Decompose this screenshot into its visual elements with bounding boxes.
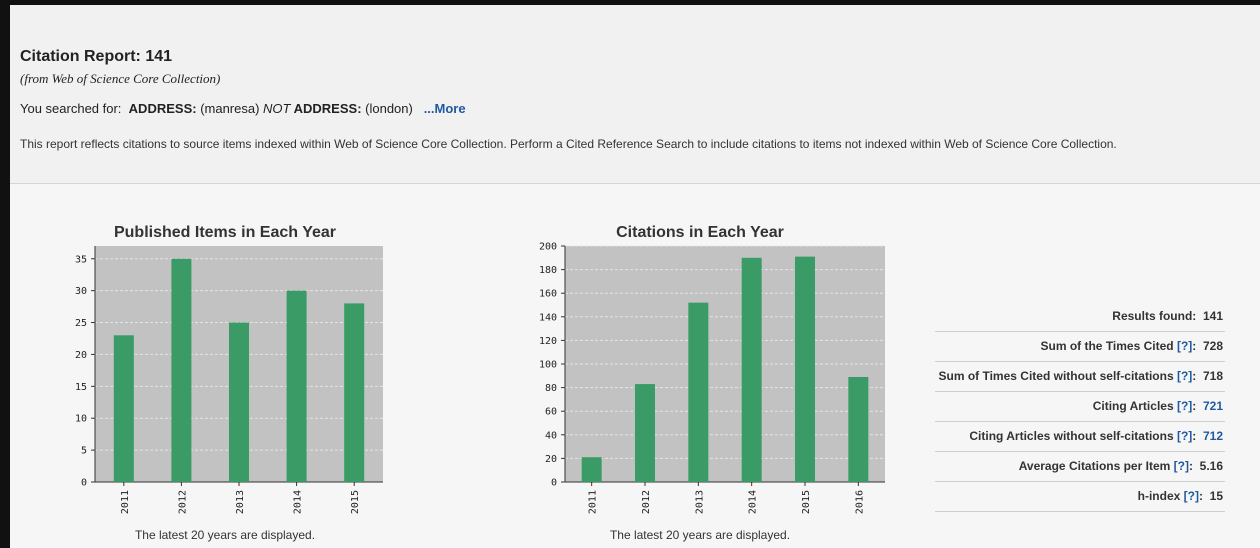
bar-2011[interactable] [113,335,134,482]
x-tick-label: 2012 [177,490,188,514]
stat-row: Sum of the Times Cited [?]: 728 [935,332,1225,362]
stats-panel: Results found: 141 Sum of the Times Cited… [935,302,1225,512]
y-tick-label: 140 [539,312,557,323]
help-link[interactable]: [?] [1183,489,1199,503]
stat-row: Sum of Times Cited without self-citation… [935,362,1225,392]
search-summary: You searched for: ADDRESS: (manresa) NOT… [20,101,466,116]
page-title: Citation Report: 141 [20,48,173,65]
x-tick-label: 2014 [748,490,759,514]
stat-value: 141 [1202,309,1223,323]
y-tick-label: 15 [75,382,87,393]
published-items-chart: 0 5 10 15 20 25 30 35 2011 2012 2013 2014 2015 [75,246,383,514]
stat-label: Results found: [1112,309,1197,323]
bar-2014[interactable] [286,290,307,482]
stat-row: Citing Articles without self-citations [… [935,422,1225,452]
y-tick-label: 10 [75,414,87,425]
y-tick-label: 25 [75,318,87,329]
stat-row: Average Citations per Item [?]: 5.16 [935,452,1225,482]
help-link[interactable]: [?] [1176,429,1193,443]
bar-2011[interactable] [581,457,602,482]
bar-2012[interactable] [635,384,655,482]
help-link[interactable]: [?] [1176,339,1193,353]
bar-2014[interactable] [741,257,762,482]
bar-2013[interactable] [229,322,249,482]
y-tick-label: 60 [545,407,557,418]
y-tick-label: 120 [539,336,557,347]
stat-row: Citing Articles [?]: 721 [935,392,1225,422]
query-field-1: ADDRESS: [128,101,197,116]
y-tick-label: 0 [81,478,87,489]
query-value-1: (manresa) [196,101,264,116]
report-body: Published Items in Each Year 0 5 10 15 20 25 3… [10,184,1260,548]
report-header: Citation Report: 141 (from Web of Scienc… [10,5,1260,184]
y-tick-label: 160 [539,289,557,300]
y-tick-label: 5 [81,446,87,457]
stat-value: 15 [1209,489,1223,503]
searched-prefix: You searched for: [20,101,122,116]
help-link[interactable]: [?] [1176,399,1193,413]
y-tick-label: 35 [75,254,87,265]
help-link[interactable]: [?] [1173,459,1189,473]
x-tick-label: 2016 [854,490,865,514]
stat-label: Average Citations per Item [1018,459,1171,473]
y-tick-label: 20 [545,454,557,465]
x-tick-label: 2012 [641,490,652,514]
chart-title-published: Published Items in Each Year [113,224,336,241]
y-tick-label: 40 [545,430,557,441]
chart-caption-citations: The latest 20 years are displayed. [609,528,791,542]
stat-label: Sum of Times Cited without self-citation… [938,369,1174,383]
y-tick-label: 180 [539,265,557,276]
bar-2013[interactable] [688,302,709,482]
stat-label: h-index [1137,489,1181,503]
x-tick-label: 2014 [293,490,304,514]
x-tick-label: 2015 [801,490,812,514]
stat-value[interactable]: 712 [1202,429,1223,443]
stat-label: Citing Articles [1092,399,1174,413]
stat-label: Citing Articles without self-citations [969,429,1174,443]
x-tick-label: 2011 [588,490,599,514]
more-link[interactable]: ...More [423,101,466,116]
query-field-2: ADDRESS: [290,101,362,116]
y-tick-label: 20 [75,350,87,361]
x-tick-label: 2015 [350,490,361,514]
stat-label: Sum of the Times Cited [1040,339,1174,353]
y-tick-label: 80 [545,383,557,394]
x-tick-label: 2011 [120,490,131,514]
query-value-2: (london) [361,101,417,116]
stat-value: 718 [1202,369,1223,383]
bar-2015[interactable] [344,303,365,482]
y-tick-label: 30 [75,286,87,297]
stat-value: 728 [1202,339,1223,353]
stat-row: h-index [?]: 15 [935,482,1225,512]
chart-caption-published: The latest 20 years are displayed. [134,528,316,542]
x-tick-label: 2013 [694,490,705,514]
citations-chart: 0 20 40 60 80 100 120 140 160 180 200 2011 2012 2013 2… [539,242,885,514]
stat-value: 5.16 [1199,459,1223,473]
query-operator: NOT [263,101,291,116]
bar-2012[interactable] [171,258,192,482]
x-tick-label: 2013 [235,490,246,514]
bar-2015[interactable] [795,256,815,482]
help-link[interactable]: [?] [1176,369,1193,383]
page-subtitle: (from Web of Science Core Collection) [20,71,221,86]
y-tick-label: 0 [551,478,557,489]
y-tick-label: 100 [539,360,557,371]
report-description: This report reflects citations to source… [20,137,1117,151]
y-tick-label: 200 [539,242,557,253]
chart-title-citations: Citations in Each Year [616,224,784,241]
stat-value[interactable]: 721 [1202,399,1223,413]
stat-row: Results found: 141 [935,302,1225,332]
bar-2016[interactable] [848,376,869,482]
